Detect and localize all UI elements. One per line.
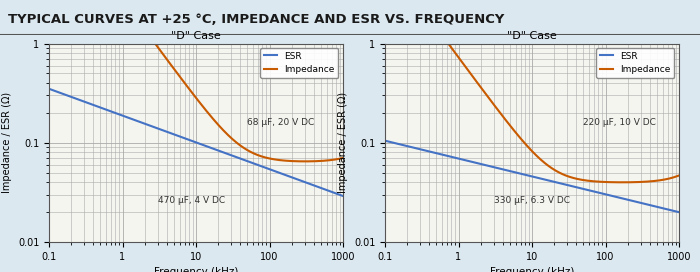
ESR [286, 175, 294, 178]
Impedance [618, 181, 626, 184]
ESR [675, 211, 683, 214]
Impedance [556, 171, 564, 175]
ESR [556, 182, 564, 185]
X-axis label: Frequency (kHz): Frequency (kHz) [154, 267, 238, 272]
Line: Impedance: Impedance [385, 0, 679, 182]
Impedance [339, 156, 347, 160]
ESR [220, 151, 228, 154]
Line: Impedance: Impedance [49, 0, 343, 161]
ESR [520, 173, 528, 176]
ESR [622, 198, 630, 201]
Impedance [301, 160, 309, 163]
ESR [332, 192, 340, 195]
ESR [522, 174, 531, 177]
Impedance [332, 158, 341, 161]
ESR [186, 139, 195, 142]
Impedance [520, 141, 528, 145]
ESR [540, 178, 548, 181]
Line: ESR: ESR [385, 141, 679, 212]
ESR [45, 87, 53, 90]
Legend: ESR, Impedance: ESR, Impedance [260, 48, 339, 78]
ESR [668, 209, 676, 212]
Text: 68 μF, 20 V DC: 68 μF, 20 V DC [247, 118, 314, 127]
Text: 470 μF, 4 V DC: 470 μF, 4 V DC [158, 196, 225, 205]
Y-axis label: Impedance / ESR (Ω): Impedance / ESR (Ω) [338, 92, 349, 193]
Impedance [622, 181, 631, 184]
Title: "D" Case: "D" Case [171, 31, 221, 41]
Y-axis label: Impedance / ESR (Ω): Impedance / ESR (Ω) [2, 92, 13, 193]
Impedance [675, 174, 683, 177]
Impedance [522, 143, 531, 147]
Text: TYPICAL CURVES AT +25 °C, IMPEDANCE AND ESR VS. FREQUENCY: TYPICAL CURVES AT +25 °C, IMPEDANCE AND … [8, 13, 505, 26]
Legend: ESR, Impedance: ESR, Impedance [596, 48, 675, 78]
Impedance [668, 176, 677, 179]
ESR [381, 139, 389, 142]
Impedance [220, 129, 228, 133]
ESR [204, 145, 212, 149]
ESR [339, 194, 347, 198]
Impedance [204, 111, 212, 115]
Impedance [540, 161, 548, 164]
X-axis label: Frequency (kHz): Frequency (kHz) [490, 267, 574, 272]
Impedance [186, 89, 195, 92]
Line: ESR: ESR [49, 89, 343, 196]
Text: 330 μF, 6.3 V DC: 330 μF, 6.3 V DC [494, 196, 570, 205]
Text: 220 μF, 10 V DC: 220 μF, 10 V DC [583, 118, 656, 127]
Impedance [286, 159, 294, 163]
Title: "D" Case: "D" Case [507, 31, 557, 41]
ESR [184, 138, 192, 141]
Impedance [184, 87, 192, 90]
